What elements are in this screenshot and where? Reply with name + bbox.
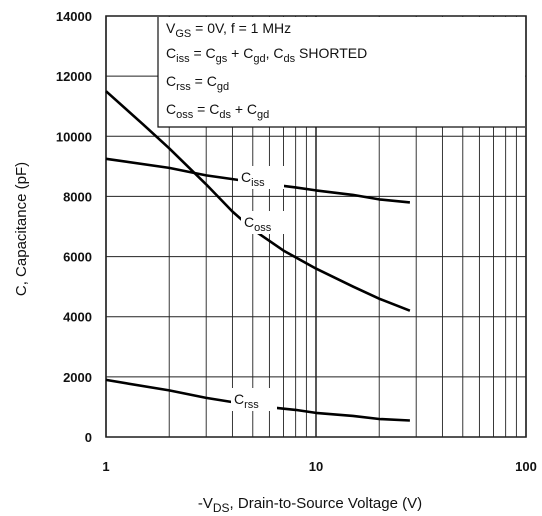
x-axis-label-text: , Drain-to-Source Voltage (V) — [230, 495, 423, 512]
legend-row-4-subscript: oss — [176, 109, 194, 121]
data-series: Ciss​ Coss​ Crss​ — [105, 90, 411, 422]
series-label-coss: Coss​ — [244, 214, 272, 234]
tick-labels: 0 2000 4000 6000 8000 10000 12000 14000 1 10 100 — [56, 9, 537, 474]
legend-row-1-text: = 0V, f = 1 MHz — [191, 20, 291, 36]
y-tick-label: 14000 — [56, 9, 92, 24]
series-line-crss — [105, 378, 410, 422]
legend-row-2-text: SHORTED — [295, 45, 367, 61]
series-label-bg — [238, 166, 284, 189]
series-label-crss-text: C — [234, 391, 244, 407]
legend-row-2-subscript: gd — [253, 53, 265, 65]
series-label-bg — [241, 211, 291, 234]
series-label-ciss: Ciss​ — [241, 169, 265, 189]
x-tick-label: 10 — [309, 459, 323, 474]
legend-row-3-subscript: rss — [176, 81, 191, 93]
legend-row-1-subscript: GS — [175, 28, 191, 40]
legend-row-1: VGS​ = 0V, f = 1 MHz — [166, 20, 291, 40]
legend-row-2-text: = C — [190, 45, 216, 61]
legend-row-4-text: = C — [193, 101, 219, 117]
legend-row-2: Ciss​ = Cgs​ + Cgd​, Cds​ SHORTED — [166, 45, 367, 65]
x-axis-label-subscript: DS — [213, 501, 230, 515]
legend-row-2-subscript: iss — [176, 53, 190, 65]
legend-row-3: Crss​ = Cgd​ — [166, 73, 229, 93]
legend-row-2-subscript: gs — [216, 53, 228, 65]
legend-row-3-subscript: gd — [217, 81, 229, 93]
legend-row-3-text: C — [166, 73, 176, 89]
y-axis-label: C, Capacitance (pF) — [13, 162, 30, 296]
legend-row-4-subscript: gd — [257, 109, 269, 121]
legend-background — [158, 17, 525, 127]
legend-row-3-text: = C — [191, 73, 217, 89]
legend-row-4-subscript: ds — [219, 109, 231, 121]
y-tick-label: 2000 — [63, 370, 92, 385]
series-label-coss-text: C — [244, 214, 254, 230]
y-tick-label: 0 — [85, 430, 92, 445]
x-axis-label: -VDS, Drain-to-Source Voltage (V) — [198, 495, 422, 515]
x-axis-label-text: -V — [198, 495, 213, 512]
legend-row-4: Coss​ = Cds​ + Cgd​ — [166, 101, 269, 121]
legend-row-2-text: + C — [227, 45, 253, 61]
x-tick-label: 1 — [102, 459, 109, 474]
legend-row-4-text: C — [166, 101, 176, 117]
legend-row-4-text: + C — [231, 101, 257, 117]
series-label-coss-subscript: oss — [254, 222, 272, 234]
y-tick-label: 10000 — [56, 129, 92, 144]
legend-row-2-text: C — [166, 45, 176, 61]
y-tick-label: 8000 — [63, 189, 92, 204]
legend-row-2-text: , C — [266, 45, 284, 61]
legend-border — [157, 17, 525, 128]
series-label-crss: Crss​ — [234, 391, 259, 411]
series-label-bg — [231, 388, 277, 411]
series-label-ciss-text: C — [241, 169, 251, 185]
y-tick-label: 4000 — [63, 310, 92, 325]
x-tick-label: 100 — [515, 459, 537, 474]
y-tick-label: 12000 — [56, 69, 92, 84]
series-label-crss-subscript: rss — [244, 399, 259, 411]
y-tick-label: 6000 — [63, 250, 92, 265]
series-line-ciss — [105, 157, 411, 204]
legend-row-1-text: V — [166, 20, 176, 36]
legend-box: VGS​ = 0V, f = 1 MHz Ciss​ = Cgs​ + Cgd​,… — [157, 17, 525, 128]
series-label-ciss-subscript: iss — [251, 177, 265, 189]
legend-row-2-subscript: ds — [284, 53, 296, 65]
